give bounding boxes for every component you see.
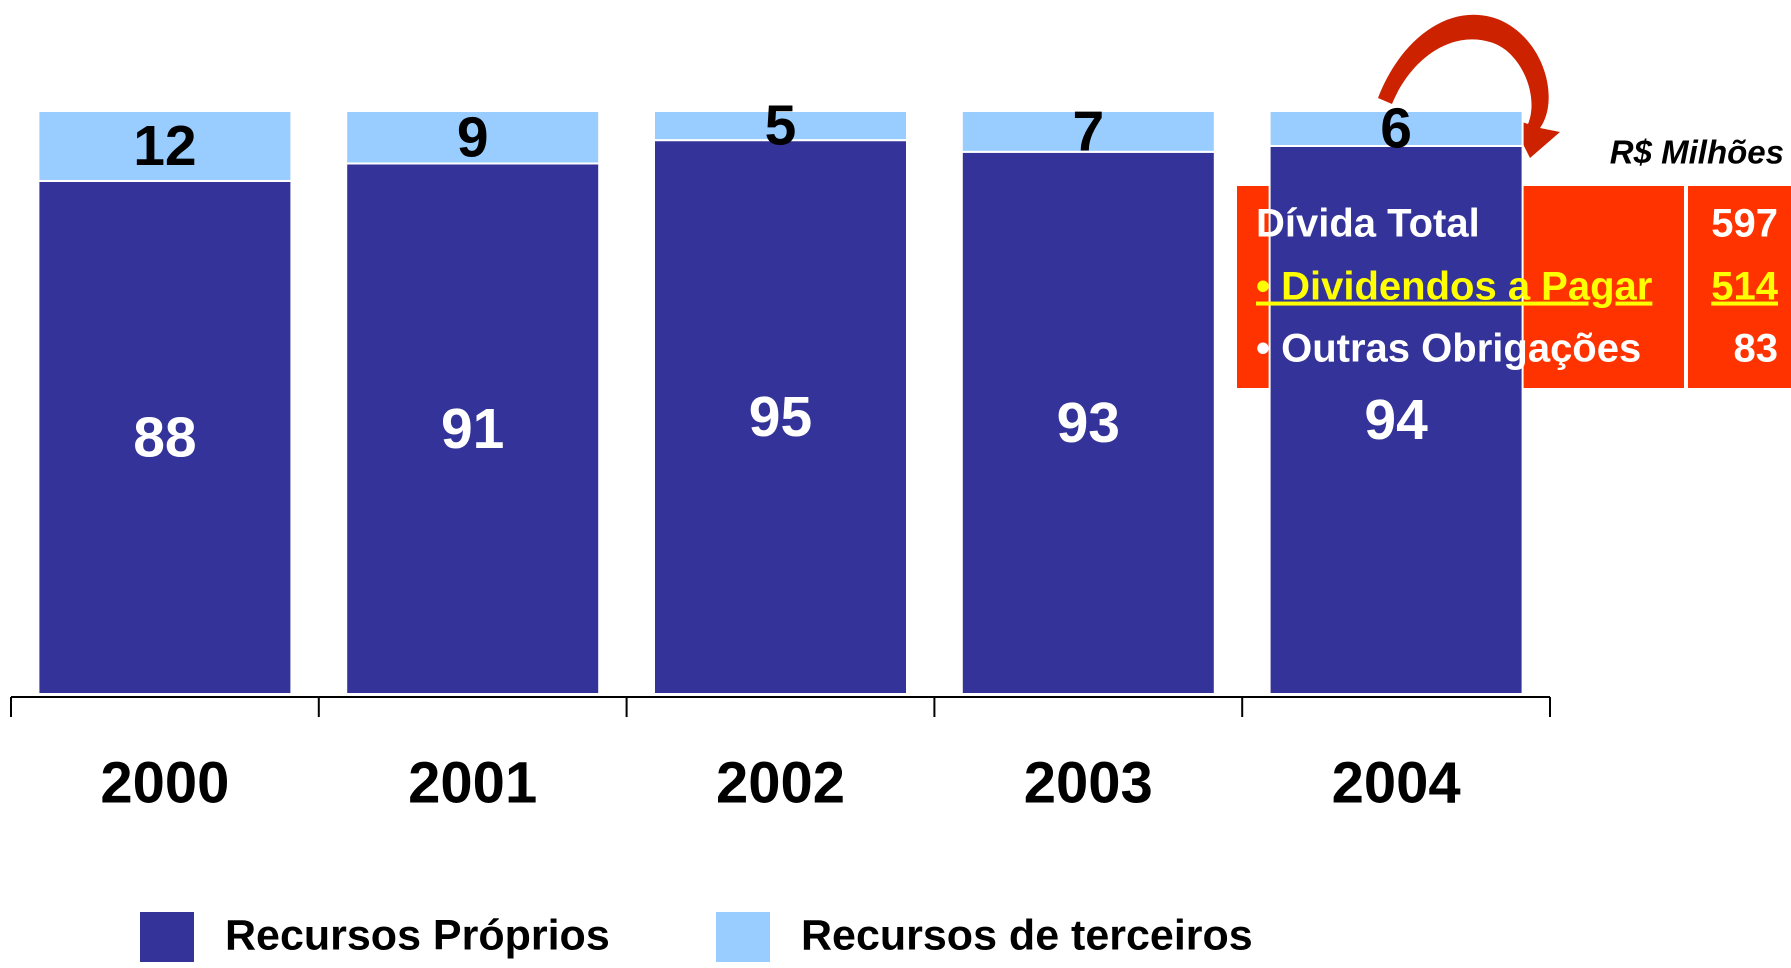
value-label: 91: [441, 397, 504, 461]
legend-label: Recursos Próprios: [225, 911, 610, 959]
value-label: 6: [1380, 97, 1412, 161]
bar-segment: [37, 110, 293, 182]
value-label: 88: [133, 406, 196, 470]
annotation-label: Dívida Total: [1256, 202, 1480, 246]
annotation-box: [1688, 186, 1791, 388]
x-tick-label: 2001: [408, 750, 537, 815]
x-tick-label: 2003: [1024, 750, 1153, 815]
x-tick-label: 2002: [716, 750, 845, 815]
bar-segment: [960, 150, 1216, 695]
value-label: 95: [749, 385, 812, 449]
legend-swatch: [140, 912, 194, 962]
value-label: 5: [765, 94, 797, 158]
bar-segment: [1268, 144, 1524, 696]
x-tick-label: 2000: [100, 750, 229, 815]
x-tick-label: 2004: [1332, 750, 1461, 815]
bar-segment: [1268, 110, 1524, 147]
bar-segment: [960, 110, 1216, 153]
legend-swatch: [716, 912, 770, 962]
value-label: 12: [133, 114, 196, 178]
annotation-value: 83: [1734, 327, 1779, 371]
legend-label: Recursos de terceiros: [801, 911, 1253, 959]
value-label: 7: [1072, 99, 1104, 163]
annotation-label: • Dividendos a Pagar: [1256, 265, 1652, 309]
annotation-label: • Outras Obrigações: [1256, 327, 1641, 371]
unit-label: R$ Milhões: [1610, 134, 1784, 171]
bar-segment: [653, 110, 908, 142]
bar-segment: [37, 179, 293, 695]
value-label: 9: [457, 105, 489, 169]
bar-segment: [653, 139, 908, 695]
annotation-value: 514: [1711, 265, 1778, 309]
bar-segment: [345, 162, 601, 696]
value-label: 94: [1364, 388, 1428, 452]
annotation-value: 597: [1711, 202, 1778, 246]
bar-segment: [345, 110, 601, 165]
value-label: 93: [1057, 391, 1120, 455]
